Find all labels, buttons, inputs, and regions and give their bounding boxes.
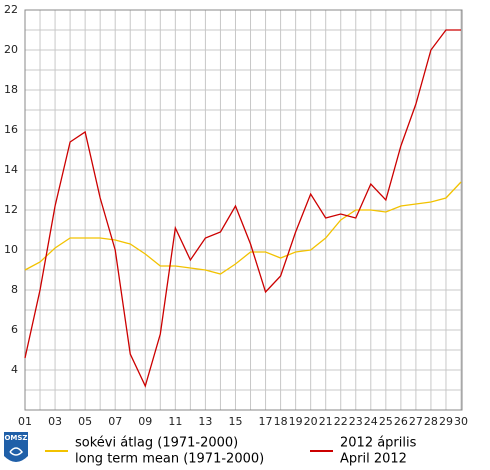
y-tick-label: 20	[4, 43, 18, 56]
x-tick-label: 17	[259, 415, 273, 428]
x-tick-label: 27	[409, 415, 423, 428]
y-tick-label: 14	[4, 163, 18, 176]
x-tick-label: 07	[108, 415, 122, 428]
x-tick-label: 09	[138, 415, 152, 428]
x-tick-label: 18	[274, 415, 288, 428]
x-tick-label: 26	[394, 415, 408, 428]
y-tick-label: 18	[4, 83, 18, 96]
x-tick-label: 13	[198, 415, 212, 428]
x-tick-label: 15	[228, 415, 242, 428]
logo-text: OMSZ	[4, 434, 27, 442]
x-tick-label: 05	[78, 415, 92, 428]
y-tick-label: 6	[11, 323, 18, 336]
logo-icon	[9, 447, 23, 456]
logo-shield	[4, 432, 28, 462]
y-tick-label: 4	[11, 363, 18, 376]
x-tick-label: 25	[379, 415, 393, 428]
x-tick-label: 30	[454, 415, 468, 428]
legend-label: long term mean (1971-2000)	[75, 452, 264, 467]
logo: OMSZ	[4, 432, 28, 462]
series-line	[24, 181, 462, 275]
x-tick-label: 11	[168, 415, 182, 428]
x-tick-label: 01	[18, 415, 32, 428]
legend-label: 2012 április	[340, 436, 417, 451]
legend-label: sokévi átlag (1971-2000)	[75, 436, 238, 451]
y-tick-label: 22	[4, 3, 18, 16]
x-tick-label: 22	[334, 415, 348, 428]
x-tick-label: 21	[319, 415, 333, 428]
x-tick-label: 29	[439, 415, 453, 428]
x-tick-label: 03	[48, 415, 62, 428]
y-tick-label: 8	[11, 283, 18, 296]
y-tick-label: 16	[4, 123, 18, 136]
x-tick-label: 28	[424, 415, 438, 428]
y-tick-label: 10	[4, 243, 18, 256]
x-tick-label: 20	[304, 415, 318, 428]
x-tick-label: 19	[289, 415, 303, 428]
y-tick-label: 12	[4, 203, 18, 216]
x-tick-label: 23	[349, 415, 363, 428]
legend-label: April 2012	[340, 452, 407, 467]
x-tick-label: 24	[364, 415, 378, 428]
plot-frame	[24, 9, 463, 411]
series-line	[24, 29, 461, 388]
